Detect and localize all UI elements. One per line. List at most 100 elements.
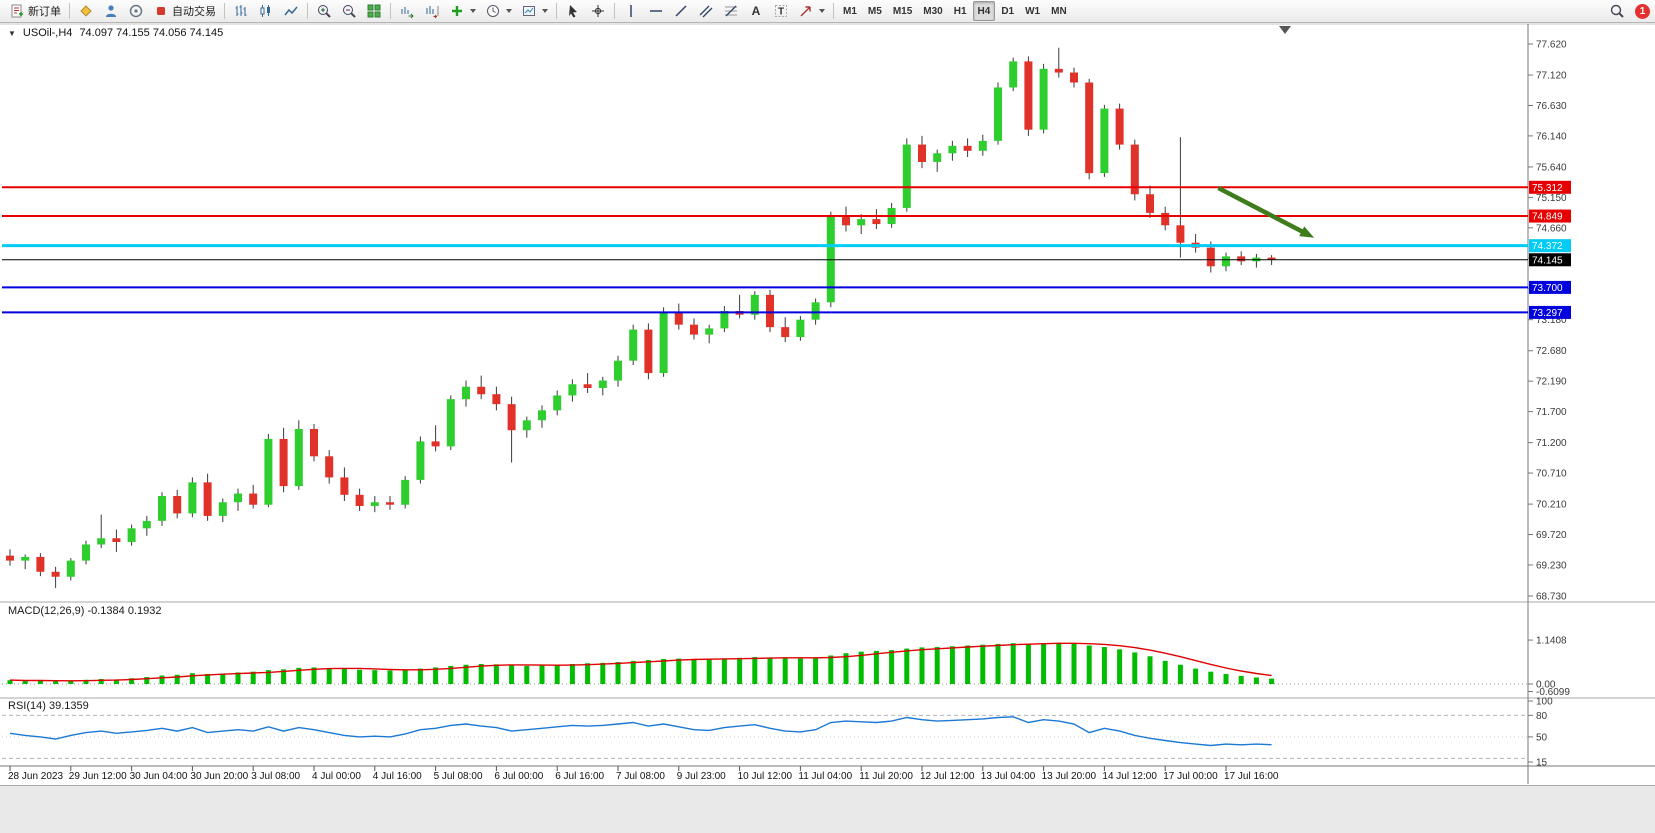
svg-text:12 Jul 12:00: 12 Jul 12:00 (920, 771, 975, 782)
toolbar-separator (307, 3, 308, 19)
svg-text:72.190: 72.190 (1536, 377, 1567, 388)
bar-chart-icon (235, 5, 247, 16)
toolbar-separator (833, 3, 834, 19)
svg-text:29 Jun 12:00: 29 Jun 12:00 (69, 771, 127, 782)
search-button[interactable] (1605, 1, 1629, 21)
svg-text:28 Jun 2023: 28 Jun 2023 (8, 771, 63, 782)
periods-button[interactable] (481, 1, 516, 21)
line-chart-icon (284, 6, 298, 16)
svg-text:6 Jul 16:00: 6 Jul 16:00 (555, 771, 604, 782)
toolbar-right-cluster: 1 (1605, 1, 1650, 21)
zoom-in-button[interactable] (312, 1, 336, 21)
bottom-scroll-area[interactable] (0, 785, 1655, 833)
svg-text:71.700: 71.700 (1536, 407, 1567, 418)
chevron-down-icon (470, 9, 476, 13)
timeframe-h4-button[interactable]: H4 (972, 1, 996, 21)
chart-template-icon (523, 6, 535, 16)
timeframe-w1-button[interactable]: W1 (1020, 1, 1045, 21)
add-indicator-icon (452, 6, 462, 16)
svg-text:77.120: 77.120 (1536, 71, 1567, 82)
terminal-icon (129, 4, 143, 18)
tile-windows-button[interactable] (362, 1, 386, 21)
fibonacci-tool-button[interactable] (719, 1, 743, 21)
timeframe-m15-button[interactable]: M15 (888, 1, 917, 21)
bar-chart-mode-button[interactable] (229, 1, 253, 21)
market-watch-icon (80, 5, 92, 17)
terminal-button[interactable] (124, 1, 148, 21)
templates-button[interactable] (517, 1, 552, 21)
timeframe-m1-button[interactable]: M1 (838, 1, 862, 21)
text-tool-button[interactable]: A (744, 1, 768, 21)
toolbar-separator (224, 3, 225, 19)
indicators-button[interactable] (445, 1, 480, 21)
svg-text:6 Jul 00:00: 6 Jul 00:00 (494, 771, 543, 782)
timeframe-d1-button[interactable]: D1 (996, 1, 1019, 21)
rsi-panel: 100 80 50 15 (2, 697, 1553, 769)
toolbar-separator (614, 3, 615, 19)
svg-text:17 Jul 16:00: 17 Jul 16:00 (1224, 771, 1279, 782)
trendline-icon (675, 5, 687, 17)
zoom-in-icon (318, 5, 331, 18)
svg-text:76.630: 76.630 (1536, 101, 1567, 112)
horizontal-price-lines[interactable] (2, 186, 1528, 314)
svg-text:13 Jul 04:00: 13 Jul 04:00 (981, 771, 1036, 782)
chart-ohlc-values: 74.097 74.155 74.056 74.145 (79, 27, 224, 39)
line-chart-mode-button[interactable] (279, 1, 303, 21)
svg-text:75.150: 75.150 (1536, 193, 1567, 204)
svg-text:73.180: 73.180 (1536, 315, 1567, 326)
chevron-down-icon (506, 9, 512, 13)
candlestick-mode-button[interactable] (254, 1, 278, 21)
price-badges: 75.312 74.849 74.372 74.145 73.700 73.297 (1529, 180, 1571, 319)
svg-text:15: 15 (1536, 758, 1548, 769)
new-order-label: 新订单 (28, 6, 61, 18)
svg-text:74.145: 74.145 (1532, 255, 1563, 266)
svg-text:76.140: 76.140 (1536, 131, 1567, 142)
svg-text:11 Jul 04:00: 11 Jul 04:00 (798, 771, 852, 782)
equidistant-channel-icon (699, 5, 713, 18)
svg-text:74.372: 74.372 (1532, 241, 1563, 252)
auto-trading-button[interactable]: 自动交易 (149, 1, 220, 21)
svg-text:75.312: 75.312 (1532, 183, 1563, 194)
chart-shift-icon (426, 6, 439, 19)
label-tool-button[interactable]: T (769, 1, 793, 21)
svg-text:74.849: 74.849 (1532, 212, 1563, 223)
channel-tool-button[interactable] (694, 1, 718, 21)
crosshair-tool-button[interactable] (586, 1, 610, 21)
navigator-button[interactable] (99, 1, 123, 21)
tile-windows-icon (367, 4, 381, 18)
text-tool-icon: A (752, 4, 761, 18)
svg-text:50: 50 (1536, 732, 1548, 743)
vertical-line-tool-button[interactable] (619, 1, 643, 21)
timeframe-h1-button[interactable]: H1 (949, 1, 972, 21)
trendline-tool-button[interactable] (669, 1, 693, 21)
market-watch-button[interactable] (74, 1, 98, 21)
svg-text:-0.6099: -0.6099 (1536, 687, 1570, 698)
chart-shift-button[interactable] (420, 1, 444, 21)
one-click-collapse-icon[interactable]: ▼ (8, 28, 16, 38)
svg-text:9 Jul 23:00: 9 Jul 23:00 (677, 771, 726, 782)
new-order-button[interactable]: 新订单 (5, 1, 65, 21)
time-axis[interactable]: 28 Jun 2023 29 Jun 12:00 30 Jun 04:00 30 Ju… (8, 766, 1279, 782)
timeframe-m30-button[interactable]: M30 (918, 1, 947, 21)
chart-symbol-period: USOil-,H4 (22, 27, 73, 39)
toolbar-separator (390, 3, 391, 19)
timeframe-m5-button[interactable]: M5 (863, 1, 887, 21)
shapes-tool-button[interactable] (794, 1, 829, 21)
label-tool-icon: T (775, 5, 787, 18)
auto-scroll-button[interactable] (395, 1, 419, 21)
svg-text:3 Jul 08:00: 3 Jul 08:00 (251, 771, 300, 782)
rsi-indicator-label: RSI(14) 39.1359 (8, 700, 89, 712)
horizontal-line-tool-button[interactable] (644, 1, 668, 21)
timeframe-mn-button[interactable]: MN (1046, 1, 1072, 21)
svg-text:77.620: 77.620 (1536, 40, 1567, 51)
notification-badge[interactable]: 1 (1635, 3, 1650, 19)
navigator-person-icon (106, 5, 116, 17)
svg-text:11 Jul 20:00: 11 Jul 20:00 (859, 771, 913, 782)
svg-text:73.700: 73.700 (1532, 283, 1563, 294)
chevron-down-icon (542, 9, 548, 13)
price-axis[interactable]: 77.620 77.120 76.630 76.140 75.640 75.150 74.6… (1528, 40, 1567, 603)
cursor-tool-button[interactable] (561, 1, 585, 21)
zoom-out-button[interactable] (337, 1, 361, 21)
trend-arrow-annotation[interactable] (1217, 186, 1315, 238)
